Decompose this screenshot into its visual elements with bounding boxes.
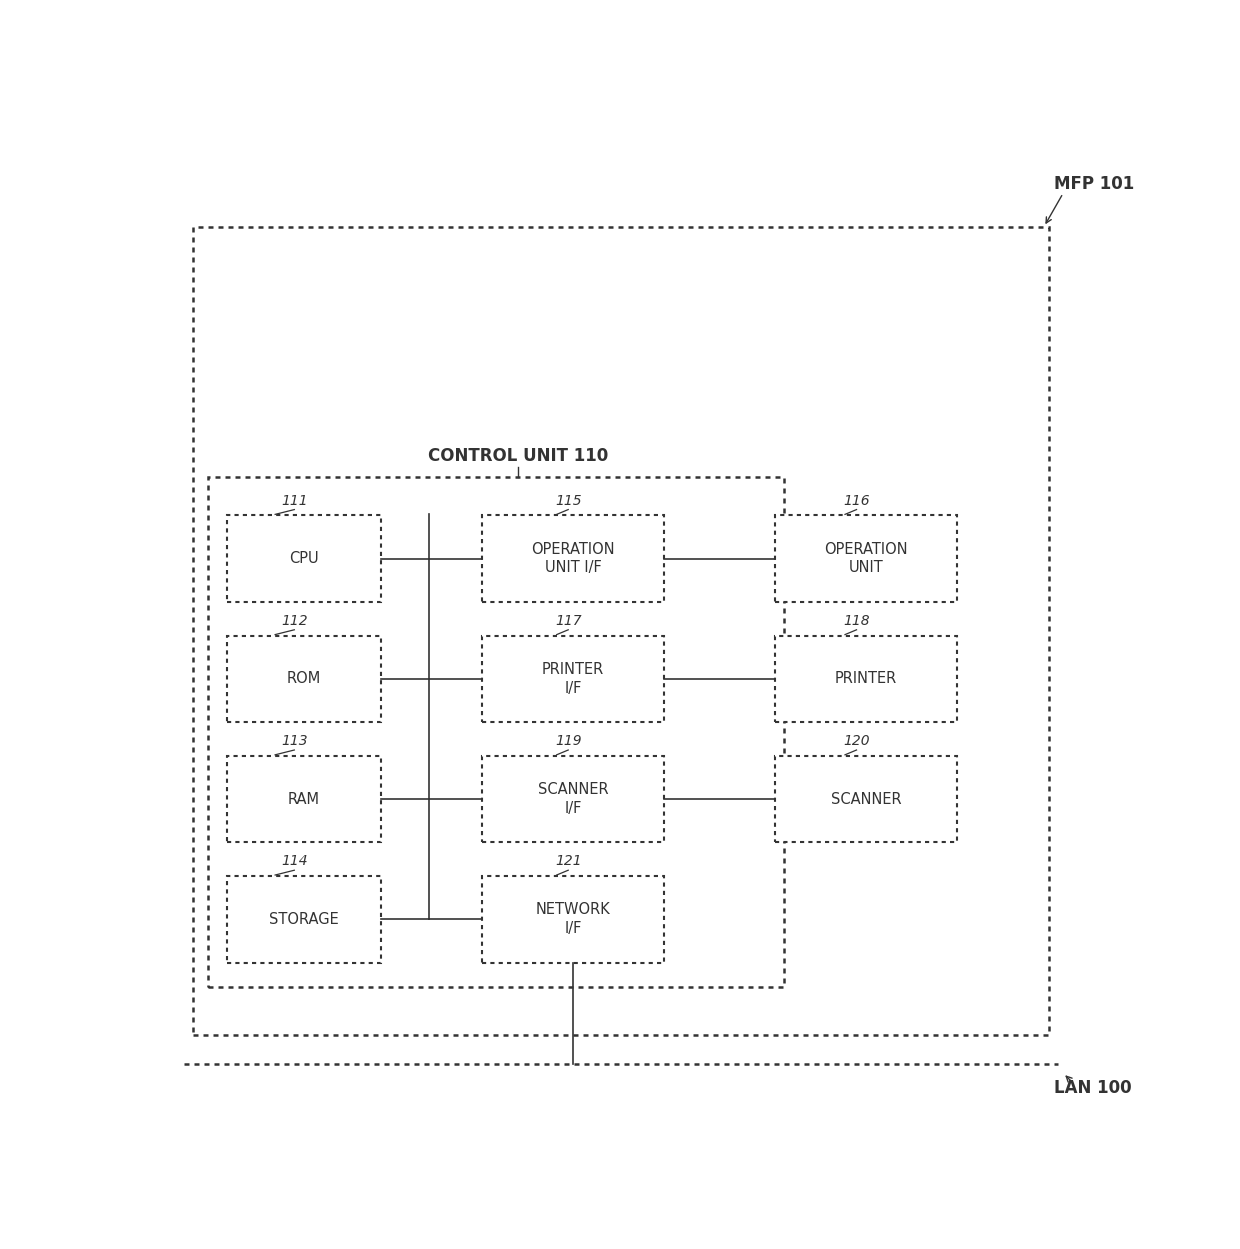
Bar [775,636,957,722]
Text: 114: 114 [281,854,308,868]
Text: MFP 101: MFP 101 [1054,175,1133,192]
Text: OPERATION
UNIT I/F: OPERATION UNIT I/F [531,542,615,576]
Bar [208,477,785,987]
Text: 113: 113 [281,734,308,748]
Text: 112: 112 [281,613,308,628]
Text: LAN 100: LAN 100 [1054,1079,1131,1097]
Bar [227,636,381,722]
Text: SCANNER
I/F: SCANNER I/F [538,782,609,816]
Text: CONTROL UNIT 110: CONTROL UNIT 110 [428,447,609,466]
Text: 117: 117 [556,613,582,628]
Bar [227,516,381,602]
Text: STORAGE: STORAGE [269,912,339,927]
Text: SCANNER: SCANNER [831,792,901,807]
Text: 116: 116 [843,493,869,507]
Text: 118: 118 [843,613,869,628]
Bar [775,756,957,842]
Bar [481,636,665,722]
Bar [227,756,381,842]
Text: RAM: RAM [288,792,320,807]
Bar [481,876,665,963]
Bar [481,516,665,602]
Text: ROM: ROM [286,671,321,687]
Text: 119: 119 [556,734,582,748]
Text: 115: 115 [556,493,582,507]
Bar [481,756,665,842]
Text: PRINTER
I/F: PRINTER I/F [542,662,604,696]
Text: OPERATION
UNIT: OPERATION UNIT [825,542,908,576]
Text: CPU: CPU [289,551,319,566]
Text: 121: 121 [556,854,582,868]
Bar [193,227,1049,1034]
Text: PRINTER: PRINTER [835,671,898,687]
Bar [775,516,957,602]
Bar [227,876,381,963]
Text: 111: 111 [281,493,308,507]
Text: NETWORK
I/F: NETWORK I/F [536,903,610,936]
Text: 120: 120 [843,734,869,748]
